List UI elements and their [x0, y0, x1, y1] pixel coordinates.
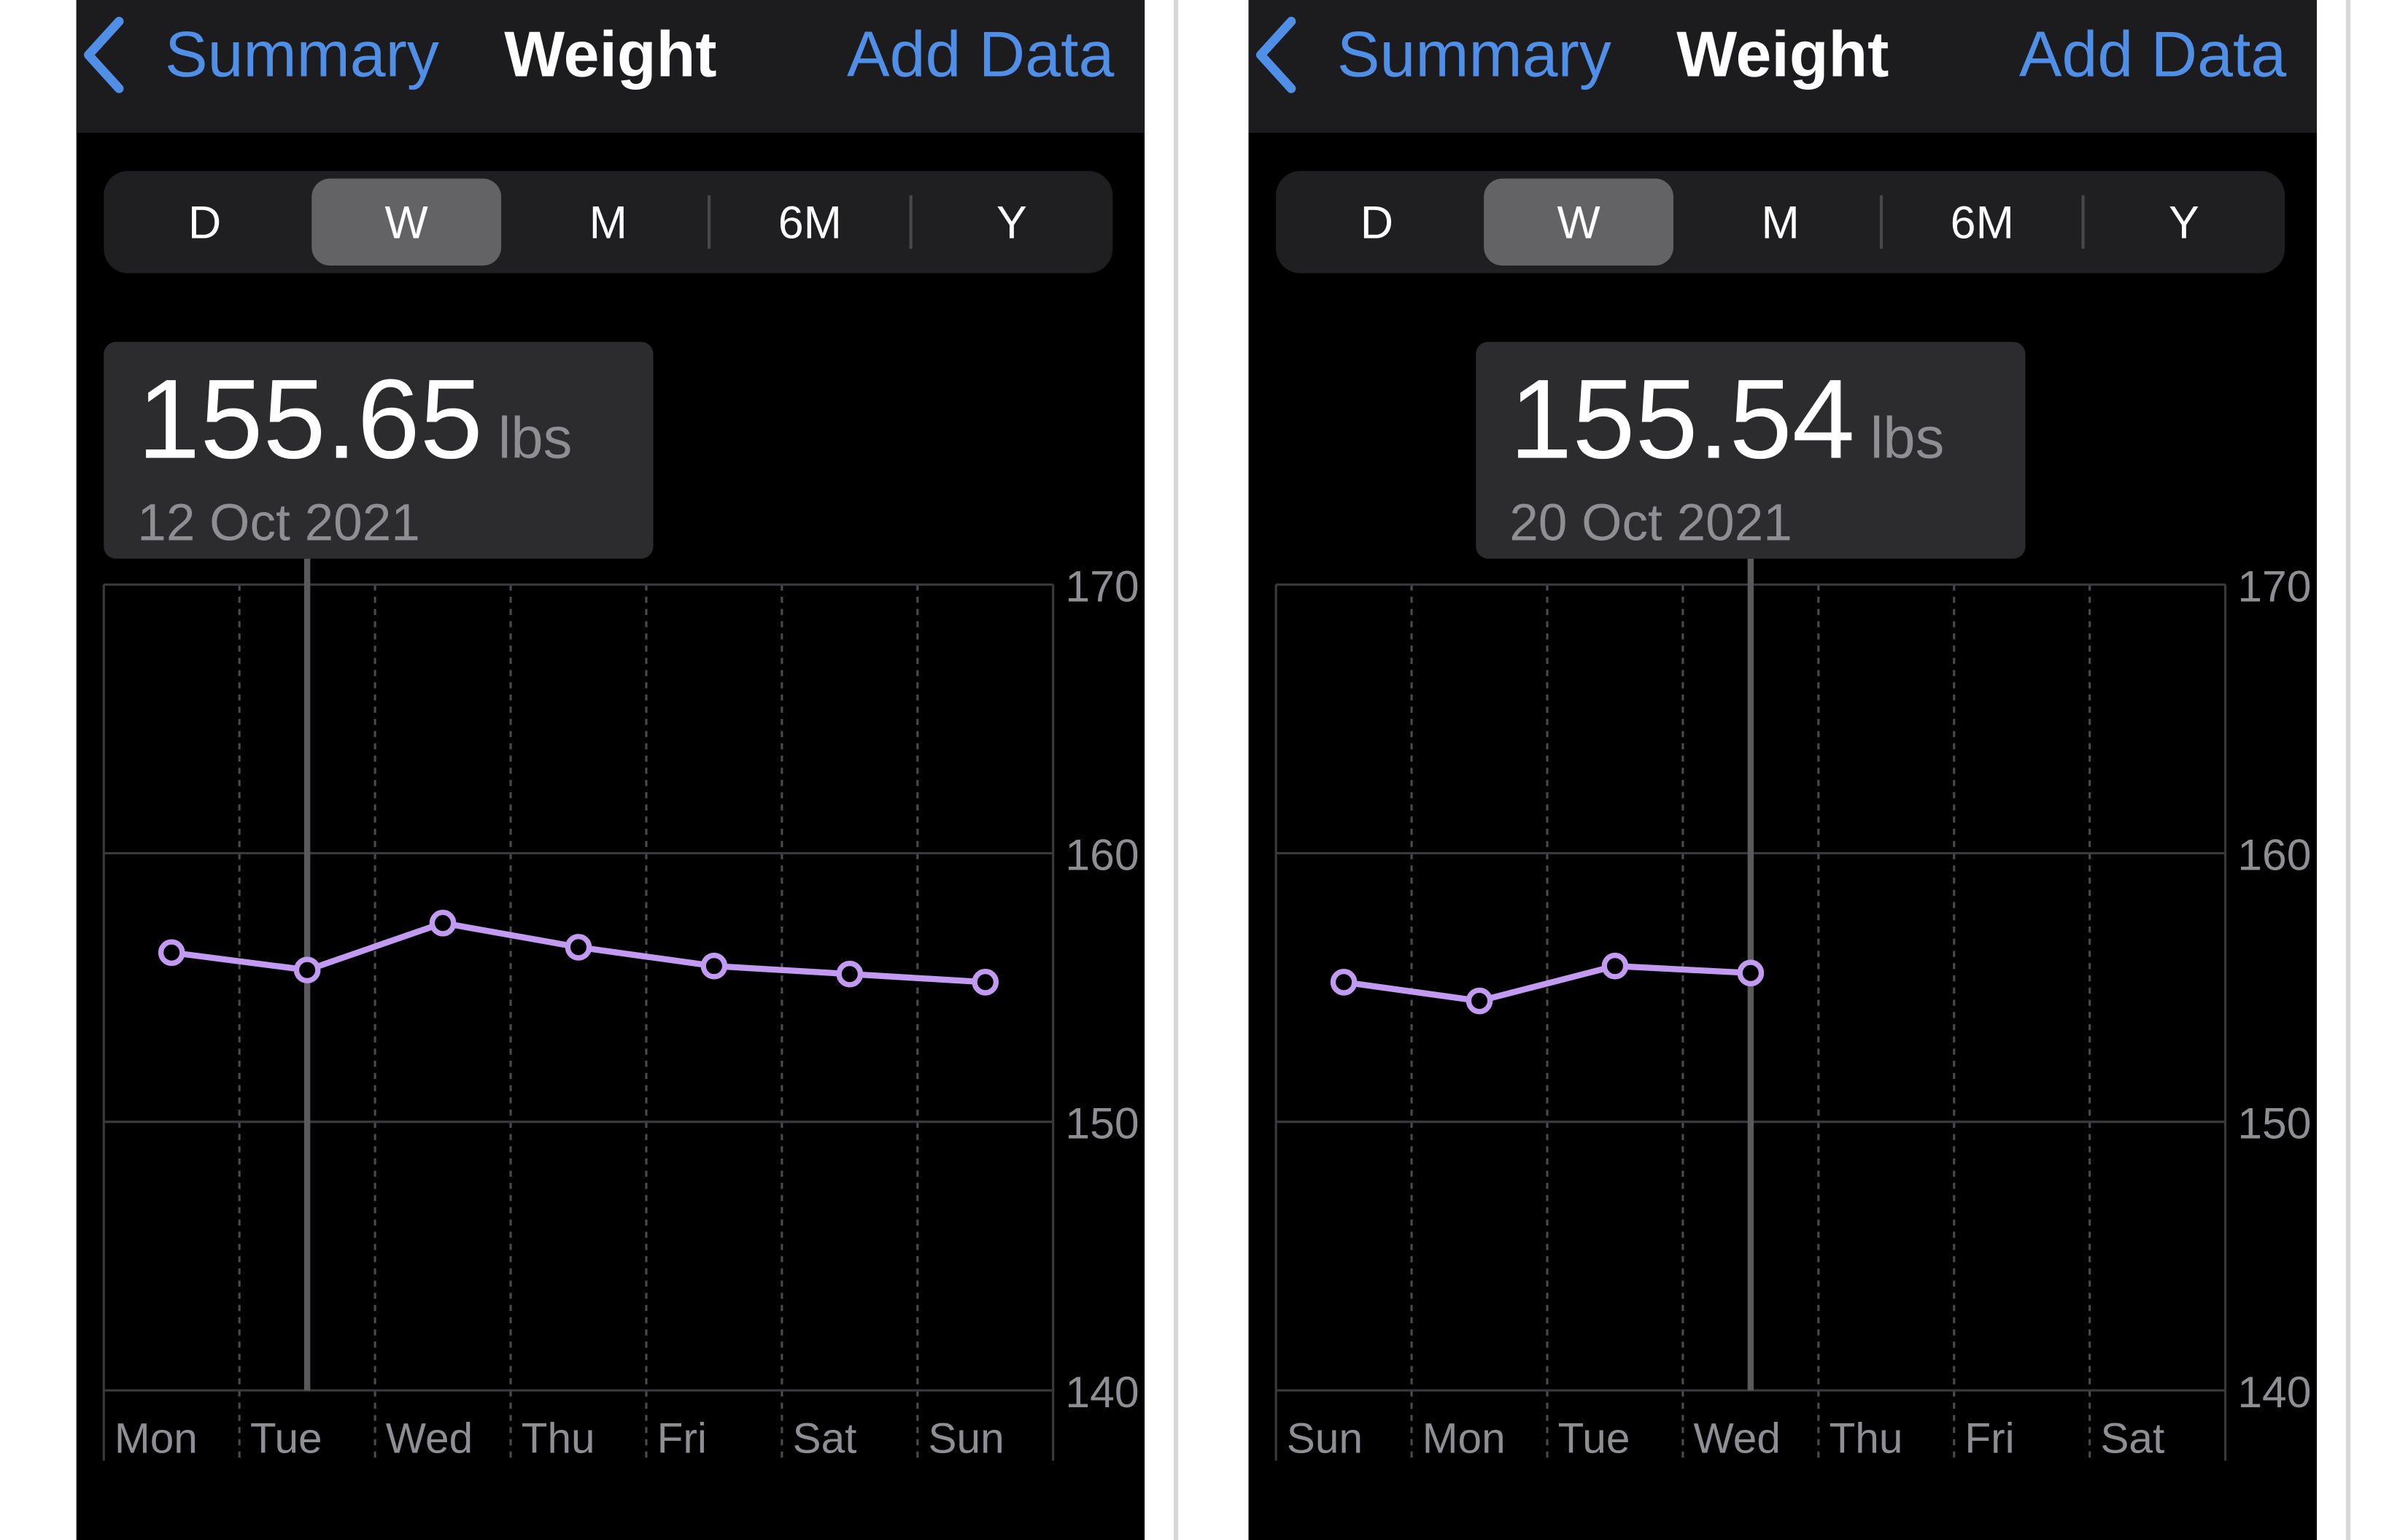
- data-point: [1601, 952, 1629, 980]
- divider: [1173, 0, 1179, 1540]
- segment[interactable]: W: [385, 197, 429, 248]
- x-tick-label: Fri: [1964, 1415, 2014, 1463]
- x-tick-label: Mon: [115, 1415, 198, 1463]
- y-tick-label: 170: [1065, 561, 1139, 611]
- y-tick-label: 140: [2237, 1367, 2311, 1417]
- data-point: [429, 909, 457, 937]
- phone-panel: Summary Weight Add Data D W M 6M Y 140 150 160 170 M…: [76, 0, 1145, 1540]
- data-point: [1466, 987, 1493, 1015]
- data-point: [836, 960, 864, 988]
- x-tick-label: Tue: [250, 1415, 322, 1463]
- x-tick-label: Fri: [657, 1415, 707, 1463]
- segment-selected: [1484, 178, 1674, 266]
- readout-value: 155.65: [137, 356, 483, 482]
- back-button[interactable]: Summary: [1337, 18, 1611, 90]
- segment[interactable]: M: [589, 197, 627, 248]
- y-tick-label: 160: [1065, 830, 1139, 880]
- x-tick-label: Sat: [793, 1415, 857, 1463]
- x-tick-label: Mon: [1422, 1415, 1506, 1463]
- data-point: [1737, 959, 1765, 987]
- x-tick-label: Sun: [928, 1415, 1004, 1463]
- readout-box: [1476, 341, 2026, 559]
- divider: [2345, 0, 2351, 1540]
- readout-date: 12 Oct 2021: [137, 495, 420, 552]
- data-point: [700, 952, 728, 980]
- back-chevron[interactable]: [1255, 17, 1296, 93]
- add-data-button[interactable]: Add Data: [2019, 18, 2286, 90]
- segment[interactable]: W: [1557, 197, 1600, 248]
- segment[interactable]: D: [188, 197, 221, 248]
- x-tick-label: Wed: [1694, 1415, 1781, 1463]
- nav-title: Weight: [1676, 18, 1889, 90]
- back-button[interactable]: Summary: [165, 18, 439, 90]
- data-point: [293, 956, 321, 984]
- x-tick-label: Sun: [1287, 1415, 1363, 1463]
- x-tick-label: Tue: [1558, 1415, 1630, 1463]
- weight-line: [1343, 962, 1751, 1005]
- data-point: [1330, 968, 1358, 996]
- phone-panel: Summary Weight Add Data D W M 6M Y 140 150 160 170 S…: [1248, 0, 2318, 1540]
- readout-date: 20 Oct 2021: [1509, 495, 1792, 552]
- readout-unit: lbs: [1870, 406, 1945, 471]
- segment[interactable]: Y: [996, 197, 1027, 248]
- back-chevron[interactable]: [84, 17, 124, 93]
- segment[interactable]: D: [1360, 197, 1393, 248]
- y-tick-label: 170: [2237, 561, 2311, 611]
- y-tick-label: 140: [1065, 1367, 1139, 1417]
- y-tick-label: 160: [2237, 830, 2311, 880]
- x-tick-label: Sat: [2100, 1415, 2164, 1463]
- nav-bar: [1248, 0, 2318, 134]
- x-tick-label: Wed: [386, 1415, 473, 1463]
- data-point: [565, 934, 592, 961]
- data-point: [972, 968, 999, 996]
- readout-box: [104, 341, 654, 559]
- segment-selected: [311, 178, 502, 266]
- y-tick-label: 150: [2237, 1099, 2311, 1148]
- y-tick-label: 150: [1065, 1099, 1139, 1148]
- readout-value: 155.54: [1509, 356, 1855, 482]
- nav-bar: [76, 0, 1145, 134]
- segment[interactable]: 6M: [778, 197, 842, 248]
- segment[interactable]: M: [1762, 197, 1800, 248]
- nav-title: Weight: [504, 18, 716, 90]
- segment[interactable]: 6M: [1951, 197, 2014, 248]
- data-point: [158, 939, 185, 967]
- readout-unit: lbs: [498, 406, 573, 471]
- x-tick-label: Thu: [1829, 1415, 1902, 1463]
- add-data-button[interactable]: Add Data: [847, 18, 1114, 90]
- x-tick-label: Thu: [522, 1415, 595, 1463]
- segment[interactable]: Y: [2169, 197, 2199, 248]
